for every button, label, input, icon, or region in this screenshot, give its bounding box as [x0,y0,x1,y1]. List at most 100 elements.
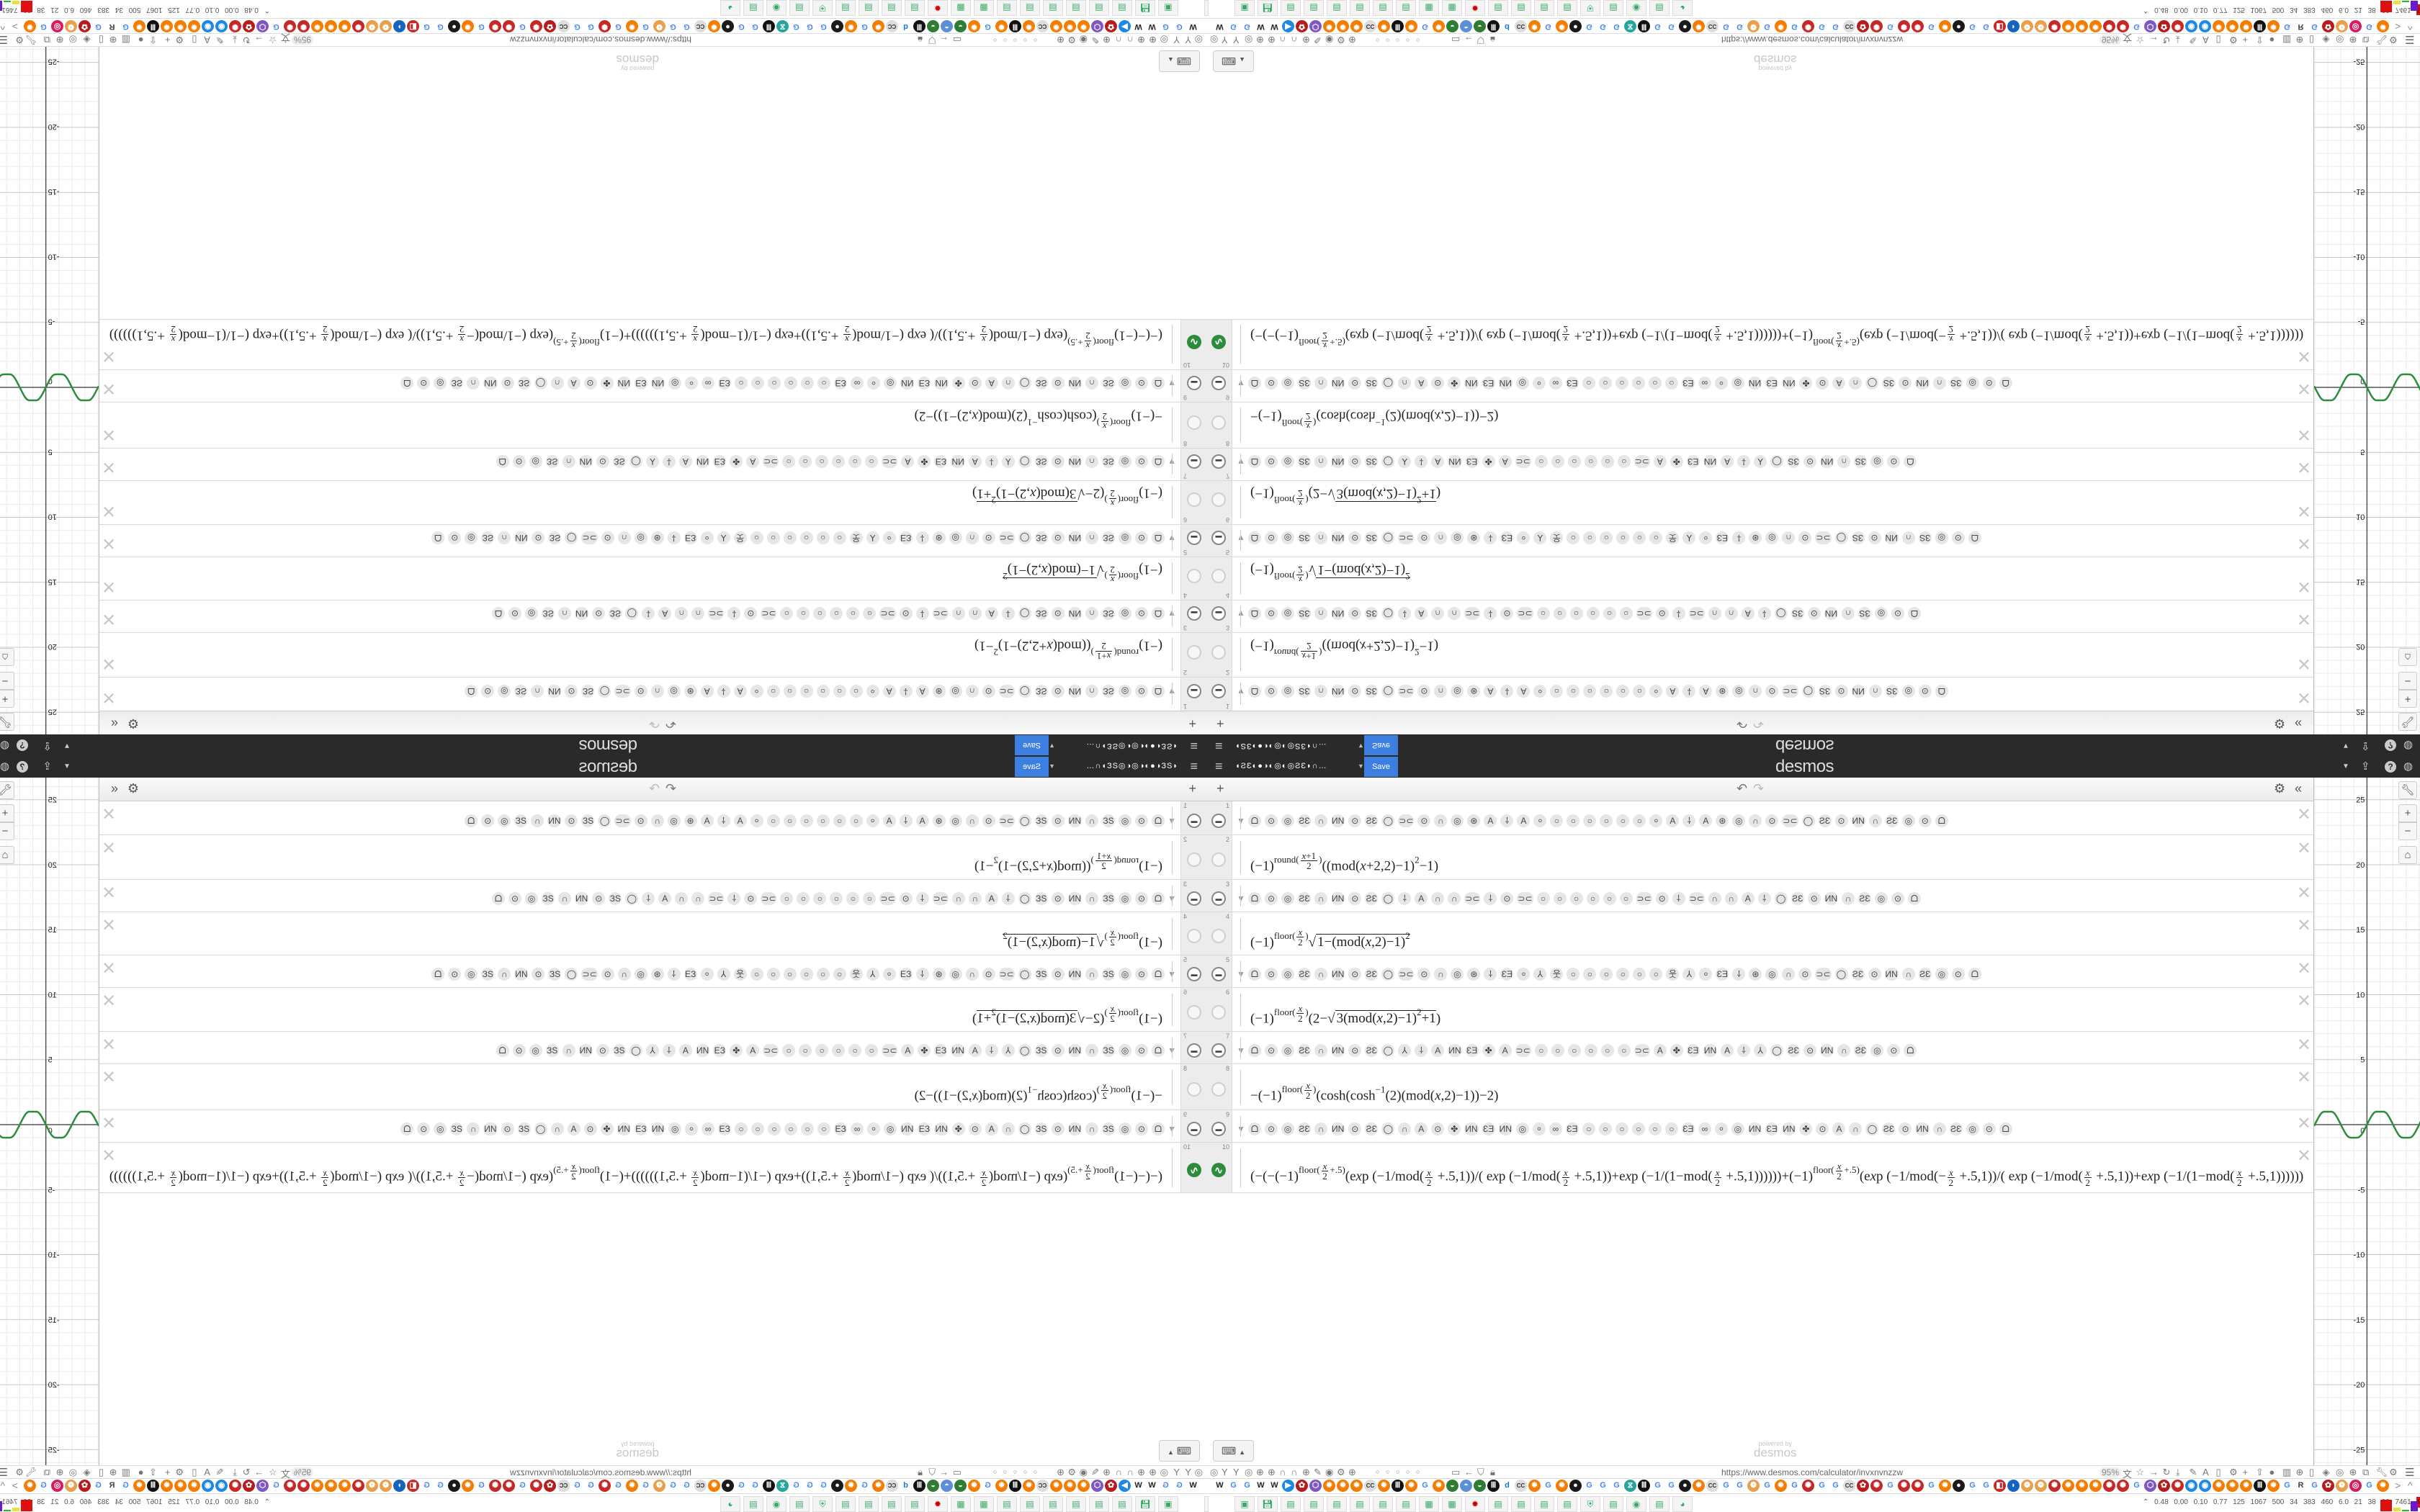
zoom-level-indicator[interactable]: 95% [2099,1467,2122,1477]
extension-icon[interactable]: ∩ [1291,1467,1298,1477]
bookmark-favicon[interactable]: ✹ [174,1480,187,1492]
taskbar-app-button[interactable]: ⛨ [812,1496,833,1512]
folder-row[interactable]: 3▬▼ᗝ⊙◎ƧƐ∩ИN⊙ƧƐ◯⸸A∩∩⊃⊂⸸⊙⊃⊂○○○○○○⊃⊂⊙⸸⊃⊂∩∩A… [99,600,1206,632]
bookmark-favicon[interactable]: Ⅲ [1392,1480,1404,1492]
bookmark-favicon[interactable]: ◒ [1446,1480,1458,1492]
delete-expression-button[interactable]: ✕ [102,991,117,1011]
bookmark-favicon[interactable]: ● [1569,20,1582,32]
bookmark-favicon[interactable]: ▶ [1282,20,1294,32]
extension-icon[interactable]: Y [1185,1467,1191,1477]
bookmark-favicon[interactable]: G [817,20,830,32]
toolbar-extension-icon[interactable]: ⚙ [15,1467,24,1477]
bookmark-favicon[interactable]: ✺ [503,20,515,32]
bookmark-favicon[interactable]: ✺ [1802,20,1814,32]
folder-title[interactable]: ᗝ⊙◎ƧƐ∩ИN⊙ƧƐ◯∩A⊙✤ИNƐƎИN◎⸰∞ƐƎ○○○○○○ƐƎ∞⸰◎ИN… [397,1122,1165,1135]
bookmark-favicon[interactable]: ✹ [133,1480,145,1492]
zoom-level-indicator[interactable]: 95% [291,35,313,45]
taskbar-app-button[interactable]: ▤ [1396,1496,1416,1512]
delete-expression-button[interactable]: ✕ [102,1068,117,1087]
hidden-graph-toggle-icon[interactable] [1211,852,1226,867]
delete-expression-button[interactable]: ✕ [2296,425,2311,444]
bookmark-favicon[interactable]: G [1610,20,1623,32]
bookmark-favicon[interactable]: ✹ [2226,20,2238,32]
toolbar-extension-icon[interactable]: ✎ [2189,1467,2197,1477]
extension-icon[interactable]: ⚙ [1067,1467,1076,1477]
bookmark-favicon[interactable]: W [1214,20,1226,32]
toolbar-extension-icon[interactable]: ▯ [192,1467,197,1477]
math-expression[interactable]: (−1)round(x+1 2)((mod(x+2,2)−1)2−1) [1250,638,1439,662]
bookmark-favicon[interactable]: Ⅲ [2254,1480,2266,1492]
bookmark-favicon[interactable]: ✹ [311,1480,323,1492]
toolbar-extension-icon[interactable]: ⊕ [109,35,117,45]
zoom-in-button[interactable]: + [2398,804,2417,822]
bookmark-favicon[interactable]: G [120,1480,132,1492]
folder-row[interactable]: 5▬▼ᗝ⊙◎ƧƐ∩ИN⊙ƧƐ◯⊃⊂⊙∩◎⊛⸸ƐƎ⸰⅄웃○○○○○○웃⅄⸰ƐƎ⸸⊛… [99,955,1206,988]
delete-expression-button[interactable]: ✕ [102,654,117,673]
toolbar-extension-icon[interactable]: ⊕ [55,35,64,45]
add-expression-button[interactable]: + [1188,716,1196,731]
redo-button[interactable]: ↷ [648,716,660,731]
folder-title[interactable]: ᗝ⊙◎ƧƐ∩ИN⊙ƧƐ◯⊃⊂⊙∩◎⊛⸸ƐƎ⸰⅄웃○○○○○○웃⅄⸰ƐƎ⸸⊛◎∩⊙… [1248,968,1985,981]
bookmark-favicon[interactable]: ✿ [544,1480,556,1492]
bookmark-favicon[interactable]: ✹ [174,20,187,32]
toolbar-extension-icon[interactable]: ⚙ [175,35,184,45]
bookmark-favicon[interactable]: ✹ [1378,1480,1390,1492]
bookmark-favicon[interactable]: ✹ [2089,1480,2102,1492]
taskbar-app-button[interactable]: ▤ [1112,0,1132,16]
delete-expression-button[interactable]: ✕ [102,457,117,477]
bookmark-favicon[interactable]: ◗ [2007,20,2020,32]
bookmark-favicon[interactable]: G [612,20,624,32]
bookmark-favicon[interactable]: CC [694,1480,707,1492]
bookmark-favicon[interactable]: ✹ [1064,20,1076,32]
bookmark-favicon[interactable]: ◉ [202,1480,214,1492]
bookmark-favicon[interactable]: G [1816,1480,1828,1492]
page-indicator-dot[interactable]: ○ [1376,37,1380,44]
settings-gear-icon[interactable]: ⚙ [2274,781,2286,796]
bookmark-favicon[interactable]: ◒ [1474,1480,1486,1492]
bookmark-favicon[interactable]: R [2295,1480,2307,1492]
bookmark-favicon[interactable]: G [2281,20,2293,32]
folder-icon[interactable]: ▬ [1187,376,1201,390]
bookmark-favicon[interactable]: ✿ [243,20,255,32]
caret-down-icon[interactable]: ▼ [2342,742,2349,750]
folder-title[interactable]: ᗝ⊙◎ƧƐ∩ИN⊙ƧƐ◯⸸A∩∩⊃⊂⸸⊙⊃⊂○○○○○○⊃⊂⊙⸸⊃⊂∩∩A⸸◯Ƨ… [488,892,1165,905]
bookmark-favicon[interactable]: CC [694,20,707,32]
bookmark-favicon[interactable]: ✹ [1556,20,1568,32]
extension-icon[interactable]: ⊕ [1149,35,1157,45]
extension-icon[interactable]: ⊕ [1268,1467,1276,1477]
bookmark-favicon[interactable]: ◗ [393,1480,405,1492]
folder-icon[interactable]: ▬ [1211,376,1226,390]
page-indicator-dot[interactable]: ○ [1033,37,1037,44]
bookmark-favicon[interactable]: G [2308,1480,2321,1492]
folder-icon[interactable]: ▭ [1451,35,1461,45]
extension-icon[interactable]: ⊕ [1348,1467,1356,1477]
taskbar-app-button[interactable]: ◉ [1626,1496,1646,1512]
bookmark-favicon[interactable]: Ⅲ [1638,20,1650,32]
bookmark-favicon[interactable]: Ⅲ [1009,1480,1021,1492]
page-indicator-dot[interactable]: ○ [1013,1468,1017,1475]
taskbar-app-button[interactable]: ▤ [1649,1496,1670,1512]
keypad-toggle-button[interactable]: ⌨ ▲ [1159,1440,1200,1462]
bookmark-favicon[interactable]: ✺ [2048,20,2061,32]
bookmark-favicon[interactable]: ❁ [653,20,666,32]
bookmark-favicon[interactable]: G [1829,20,1842,32]
taskbar-app-button[interactable]: ▤ [1350,0,1370,16]
extension-icon[interactable]: ⊕ [1268,35,1276,45]
bookmark-favicon[interactable]: ❁ [2336,1480,2348,1492]
extension-icon[interactable]: ◎ [1160,1467,1168,1477]
bookmark-favicon[interactable]: ✿ [243,1480,255,1492]
bookmark-favicon[interactable]: ✹ [462,1480,474,1492]
bookmark-favicon[interactable]: G [37,1480,50,1492]
delete-expression-button[interactable]: ✕ [2296,1068,2311,1087]
bookmark-favicon[interactable]: G [1720,1480,1732,1492]
extension-icon[interactable]: ✎ [1091,35,1099,45]
bookmark-favicon[interactable]: ✺ [1802,1480,1814,1492]
folder-icon[interactable]: ▬ [1187,1122,1201,1136]
powered-by-desmos[interactable]: powered by desmos [616,53,659,72]
bookmark-favicon[interactable]: ● [831,1480,843,1492]
math-expression[interactable]: (−(−(−1)floor(x 2 +.5)(exp (−1/mod(x 2 +.5,… [109,324,1162,351]
lock-icon[interactable]: 🔒︎ [918,1467,923,1477]
